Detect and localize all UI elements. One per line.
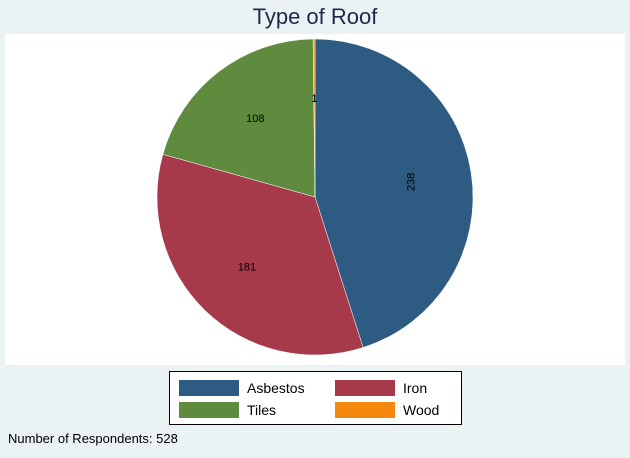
- legend-label-tiles: Tiles: [247, 402, 277, 418]
- pie-chart: 238 181 108 1: [156, 38, 474, 356]
- legend-item-asbestos: Asbestos: [179, 379, 305, 397]
- pie-slice-tiles: [162, 38, 316, 198]
- legend-swatch-iron: [335, 380, 395, 396]
- legend-swatch-wood: [335, 402, 395, 418]
- chart-title: Type of Roof: [252, 4, 378, 29]
- pie-slice-wood: [312, 38, 316, 198]
- slice-label-tiles: 108: [246, 113, 264, 125]
- slice-label-iron: 181: [238, 261, 256, 273]
- legend-swatch-tiles: [179, 402, 239, 418]
- legend-label-wood: Wood: [403, 402, 440, 418]
- legend: Asbestos Iron Tiles Wood: [169, 371, 462, 425]
- respondents-note: Number of Respondents: 528: [8, 431, 178, 446]
- legend-swatch-asbestos: [179, 380, 239, 396]
- pie-slice-asbestos: [314, 38, 474, 348]
- legend-item-wood: Wood: [335, 401, 439, 419]
- legend-label-asbestos: Asbestos: [247, 380, 305, 396]
- legend-label-iron: Iron: [403, 380, 428, 396]
- legend-item-iron: Iron: [335, 379, 427, 397]
- pie-slice-iron: [156, 153, 364, 356]
- legend-item-tiles: Tiles: [179, 401, 276, 419]
- slice-label-wood: 1: [311, 93, 317, 105]
- plot-region: 238 181 108 1: [5, 34, 625, 365]
- slice-label-asbestos: 238: [406, 173, 418, 191]
